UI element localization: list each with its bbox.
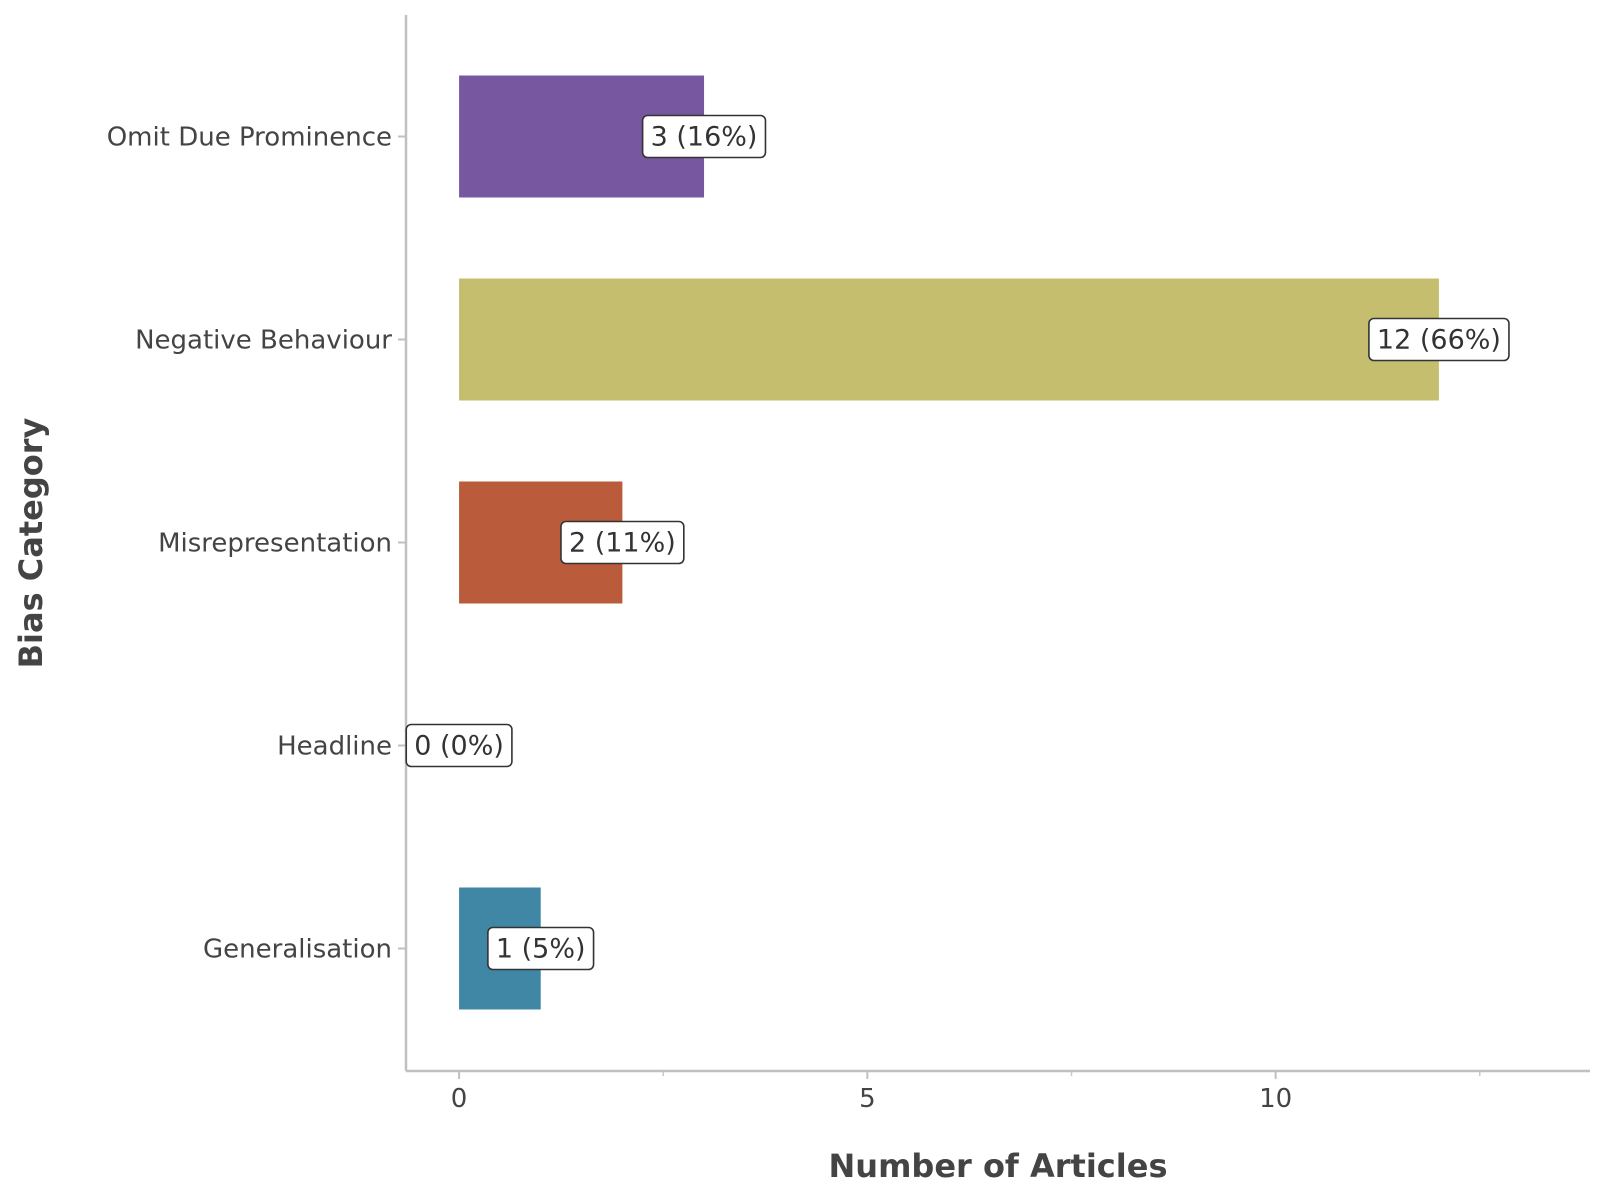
data-label: 1 (5%) bbox=[487, 926, 595, 971]
y-axis-title: Bias Category bbox=[12, 417, 50, 668]
data-labels-layer: 3 (16%) 12 (66%) 2 (11%) 0 (0%) 1 (5%) bbox=[405, 114, 1510, 971]
ticks-layer: Omit Due Prominence Negative Behaviour Mis… bbox=[107, 123, 1481, 1114]
bars-layer bbox=[459, 75, 1439, 1010]
y-tick-label: Negative Behaviour bbox=[135, 326, 392, 356]
data-label: 2 (11%) bbox=[560, 520, 685, 565]
y-tick-label: Headline bbox=[277, 732, 392, 762]
data-label-text: 0 (0%) bbox=[414, 731, 504, 762]
data-label: 0 (0%) bbox=[405, 723, 513, 768]
data-label: 12 (66%) bbox=[1368, 317, 1510, 362]
data-label-box bbox=[641, 114, 767, 159]
data-label-box bbox=[405, 723, 513, 768]
data-label-text: 3 (16%) bbox=[651, 122, 758, 153]
data-label-text: 1 (5%) bbox=[496, 934, 586, 965]
x-axis-title: Number of Articles bbox=[829, 1147, 1168, 1185]
x-tick-label: 0 bbox=[451, 1084, 468, 1114]
data-label-box bbox=[1368, 317, 1510, 362]
x-tick-label: 10 bbox=[1259, 1084, 1292, 1114]
data-label-text: 12 (66%) bbox=[1377, 325, 1501, 356]
data-label: 3 (16%) bbox=[641, 114, 767, 159]
y-tick-label: Generalisation bbox=[203, 935, 392, 965]
y-tick-label: Misrepresentation bbox=[158, 529, 392, 559]
data-label-box bbox=[560, 520, 685, 565]
data-label-text: 2 (11%) bbox=[569, 528, 676, 559]
bar-negative-behaviour bbox=[459, 278, 1439, 401]
y-tick-label: Omit Due Prominence bbox=[107, 123, 392, 153]
x-tick-label: 5 bbox=[859, 1084, 876, 1114]
data-label-box bbox=[487, 926, 595, 971]
